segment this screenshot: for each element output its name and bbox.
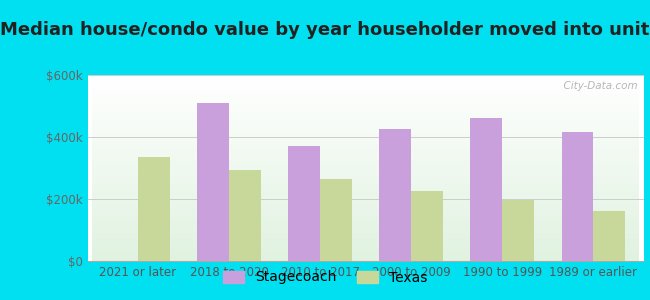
Bar	[197, 103, 229, 261]
Bar	[229, 169, 261, 261]
Bar	[138, 157, 170, 261]
Legend: Stagecoach, Texas: Stagecoach, Texas	[217, 265, 433, 290]
Bar	[288, 146, 320, 261]
Bar	[502, 200, 534, 261]
Bar	[593, 212, 625, 261]
Text: City-Data.com: City-Data.com	[557, 81, 638, 91]
Text: Median house/condo value by year householder moved into unit: Median house/condo value by year househo…	[0, 21, 650, 39]
Bar	[380, 129, 411, 261]
Bar	[320, 179, 352, 261]
Bar	[471, 118, 502, 261]
Bar	[411, 191, 443, 261]
Bar	[562, 132, 593, 261]
